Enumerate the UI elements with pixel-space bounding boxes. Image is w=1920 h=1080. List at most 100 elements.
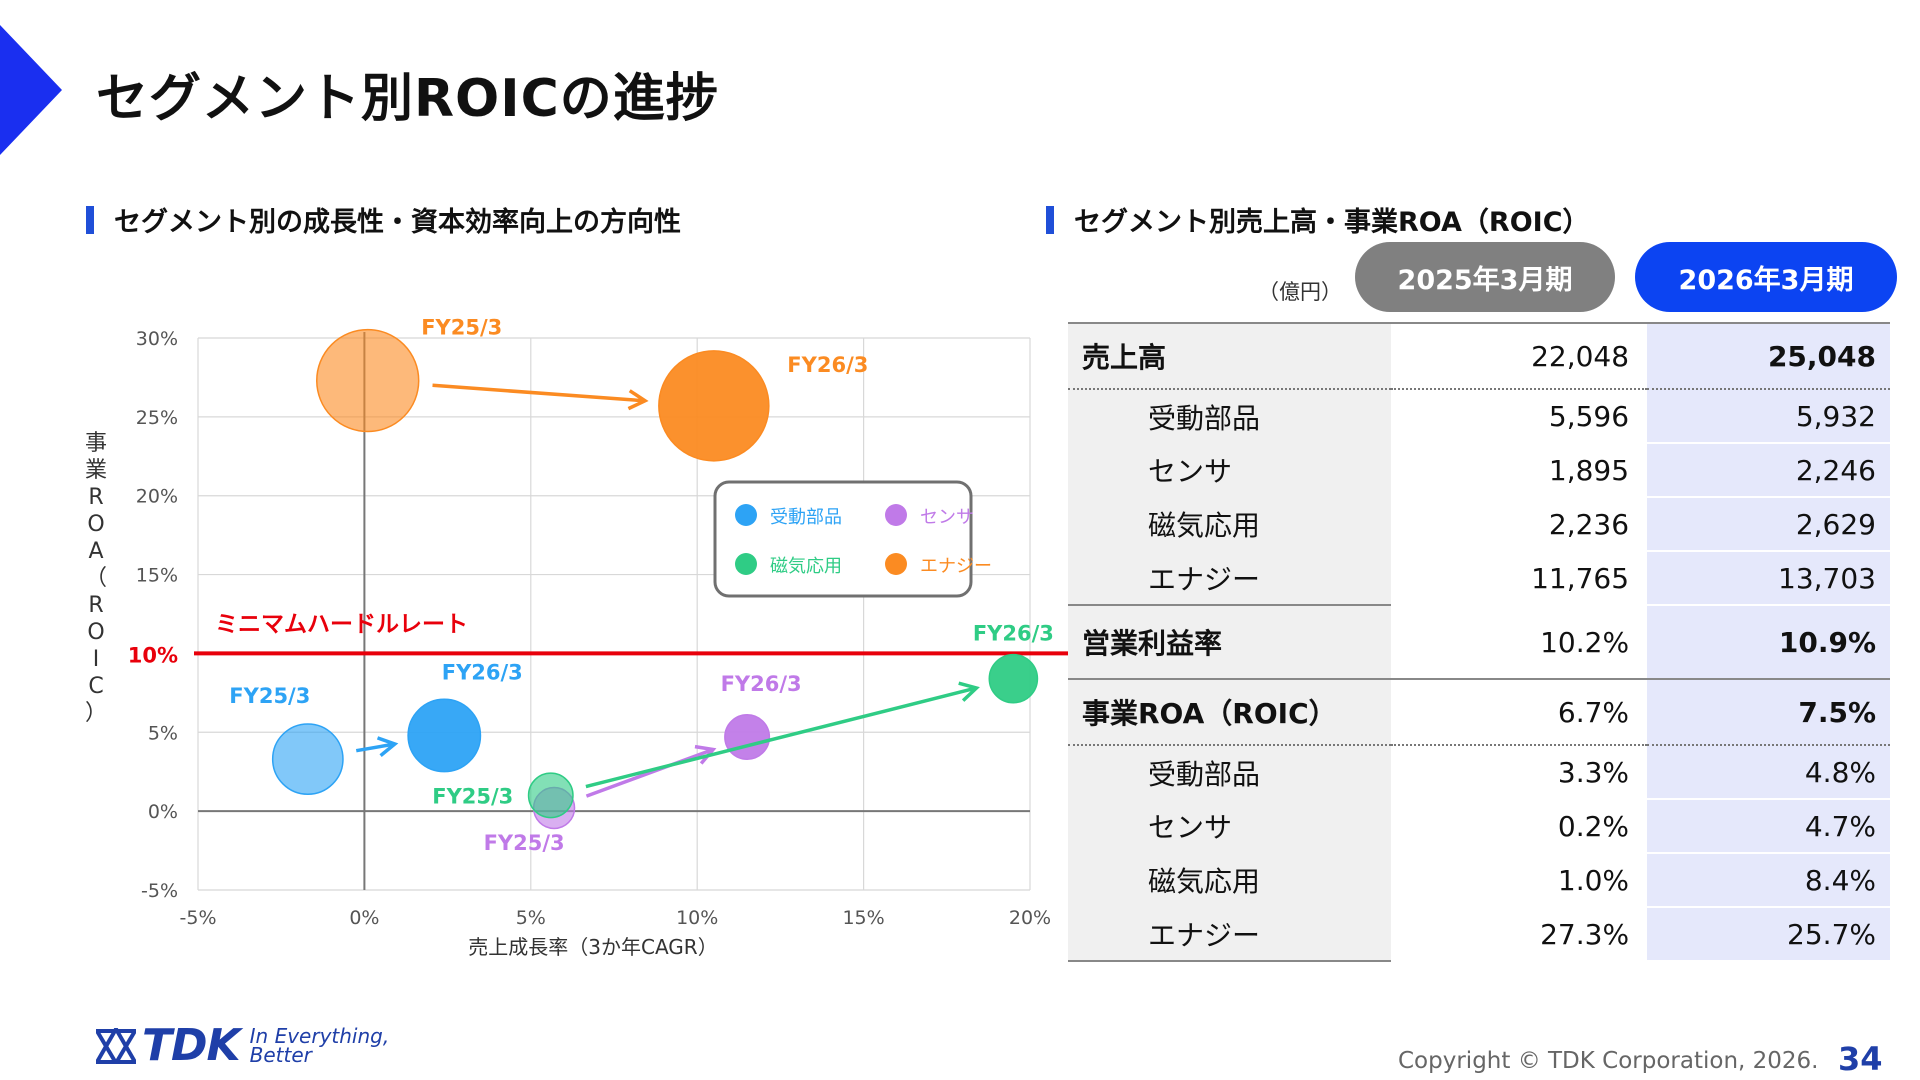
bubble-センサ-FY26/3 — [724, 714, 771, 761]
cell-fy26: 4.8% — [1647, 745, 1890, 800]
y-axis-label-char: A — [88, 539, 103, 564]
y-axis-label-char: R — [88, 593, 103, 618]
point-label: FY25/3 — [432, 784, 513, 808]
cell-fy25: 22,048 — [1390, 322, 1648, 390]
row-label: エナジー — [1068, 551, 1391, 605]
point-label: FY26/3 — [442, 660, 523, 684]
table-row: 受動部品 3.3% 4.8% — [1068, 745, 1890, 800]
y-axis-label-char: C — [88, 674, 103, 699]
y-tick-label: -5% — [141, 880, 178, 902]
unit-label: （億円） — [1258, 280, 1342, 304]
table-row: エナジー 11,765 13,703 — [1068, 551, 1890, 606]
x-tick-label: 0% — [349, 907, 379, 929]
logo-tagline: In Everything, Better — [249, 1023, 390, 1067]
legend-entry: エナジー — [920, 556, 992, 577]
bubble-エナジー-FY25/3 — [316, 328, 420, 433]
table-row: 磁気応用 2,236 2,629 — [1068, 497, 1890, 552]
legend-entry: 受動部品 — [770, 507, 842, 528]
y-axis-label-char: 業 — [85, 458, 107, 483]
cell-fy26: 25,048 — [1647, 322, 1890, 390]
y-tick-label: 0% — [148, 801, 178, 823]
point-label: FY25/3 — [229, 684, 310, 708]
x-tick-label: 20% — [1009, 907, 1051, 929]
cell-fy25: 11,765 — [1390, 551, 1648, 606]
row-label: エナジー — [1068, 907, 1391, 962]
arrowhead-エナジー — [627, 389, 649, 411]
column-header-fy26: 2026年3月期 — [1635, 242, 1897, 312]
arrow-センサ — [585, 747, 714, 798]
legend-swatch — [735, 504, 757, 526]
y-axis-label-char: ） — [85, 701, 107, 726]
x-axis-label: 売上成長率（3か年CAGR） — [468, 935, 717, 959]
row-label: 受動部品 — [1068, 389, 1391, 443]
cell-fy25: 1,895 — [1390, 443, 1648, 498]
cell-fy26: 4.7% — [1647, 799, 1890, 854]
row-label: 営業利益率 — [1068, 604, 1391, 679]
hurdle-tick-label: 10% — [128, 643, 178, 667]
y-tick-label: 30% — [136, 328, 178, 350]
row-label: 売上高 — [1068, 322, 1391, 390]
cell-fy26: 8.4% — [1647, 853, 1890, 908]
row-label: 受動部品 — [1068, 745, 1391, 799]
table-row: 事業ROA（ROIC） 6.7% 7.5% — [1068, 678, 1890, 746]
legend-box — [713, 480, 973, 598]
arrowhead-磁気応用 — [958, 681, 980, 702]
bubble-磁気応用-FY26/3 — [988, 653, 1039, 704]
point-labels: FY25/3 FY26/3 FY25/3 FY26/3 FY25/3 FY26/3 FY25… — [229, 316, 1054, 855]
table-row: 受動部品 5,596 5,932 — [1068, 389, 1890, 444]
legend-swatch — [735, 553, 757, 575]
cell-fy25: 5,596 — [1390, 389, 1648, 444]
x-tick-label: 5% — [516, 907, 546, 929]
point-label: FY25/3 — [484, 831, 565, 855]
point-label: FY26/3 — [721, 672, 802, 696]
arrows — [355, 383, 980, 798]
row-label: 磁気応用 — [1068, 497, 1391, 551]
table-row: 営業利益率 10.2% 10.9% — [1068, 604, 1890, 679]
y-tick-label: 20% — [136, 486, 178, 508]
column-header-fy25: 2025年3月期 — [1355, 242, 1615, 312]
bubble-受動部品-FY25/3 — [271, 723, 344, 795]
cell-fy26: 13,703 — [1647, 551, 1890, 606]
bubble-エナジー-FY26/3 — [658, 350, 770, 462]
page-title: セグメント別ROICの進捗 — [96, 69, 719, 129]
cell-fy25: 1.0% — [1390, 853, 1648, 908]
point-label: FY26/3 — [973, 622, 1054, 646]
row-label: 磁気応用 — [1068, 853, 1391, 907]
x-tick-label: -5% — [180, 907, 217, 929]
right-heading-text: セグメント別売上高・事業ROA（ROIC） — [1074, 207, 1590, 238]
cell-fy25: 0.2% — [1390, 799, 1648, 854]
arrowhead-受動部品 — [376, 736, 399, 757]
hurdle-line-group: 10% ミニマムハードルレート — [128, 611, 1075, 667]
legend-swatch — [885, 553, 907, 575]
cell-fy25: 2,236 — [1390, 497, 1648, 552]
table-row: センサ 1,895 2,246 — [1068, 443, 1890, 498]
legend-entry: センサ — [920, 507, 974, 528]
x-tick-label: 15% — [842, 907, 884, 929]
heading-bar — [86, 205, 94, 234]
cell-fy26: 2,246 — [1647, 443, 1890, 498]
row-label: センサ — [1068, 799, 1391, 853]
hurdle-label: ミニマムハードルレート — [215, 611, 468, 637]
y-tick-label: 15% — [136, 565, 178, 587]
arrow-磁気応用 — [585, 686, 977, 789]
arrowhead-センサ — [694, 744, 717, 765]
cell-fy25: 6.7% — [1390, 678, 1648, 746]
y-axis-label-char: I — [93, 647, 100, 672]
copyright: Copyright © TDK Corporation, 2026. — [1398, 1048, 1819, 1074]
roic-bubble-chart: -5%0%5%15%20%25%30%-5% 0% 5% 10% 15% 20%事業ROA… — [85, 316, 1075, 959]
y-axis-label-char: R — [88, 485, 103, 510]
table-row: センサ 0.2% 4.7% — [1068, 799, 1890, 854]
cell-fy25: 27.3% — [1390, 907, 1648, 962]
right-section-heading: セグメント別売上高・事業ROA（ROIC） — [1046, 200, 1590, 239]
logo-wordmark: TDK — [142, 1020, 241, 1071]
left-heading-text: セグメント別の成長性・資本効率向上の方向性 — [114, 207, 681, 238]
bubble-受動部品-FY26/3 — [407, 698, 482, 773]
table-row: 磁気応用 1.0% 8.4% — [1068, 853, 1890, 908]
cell-fy25: 10.2% — [1390, 604, 1648, 679]
row-label: センサ — [1068, 443, 1391, 497]
table-row: 売上高 22,048 25,048 — [1068, 322, 1890, 390]
bubble-磁気応用-FY25/3 — [527, 772, 574, 819]
y-axis-label-char: O — [87, 512, 104, 537]
table-row: エナジー 27.3% 25.7% — [1068, 907, 1890, 962]
